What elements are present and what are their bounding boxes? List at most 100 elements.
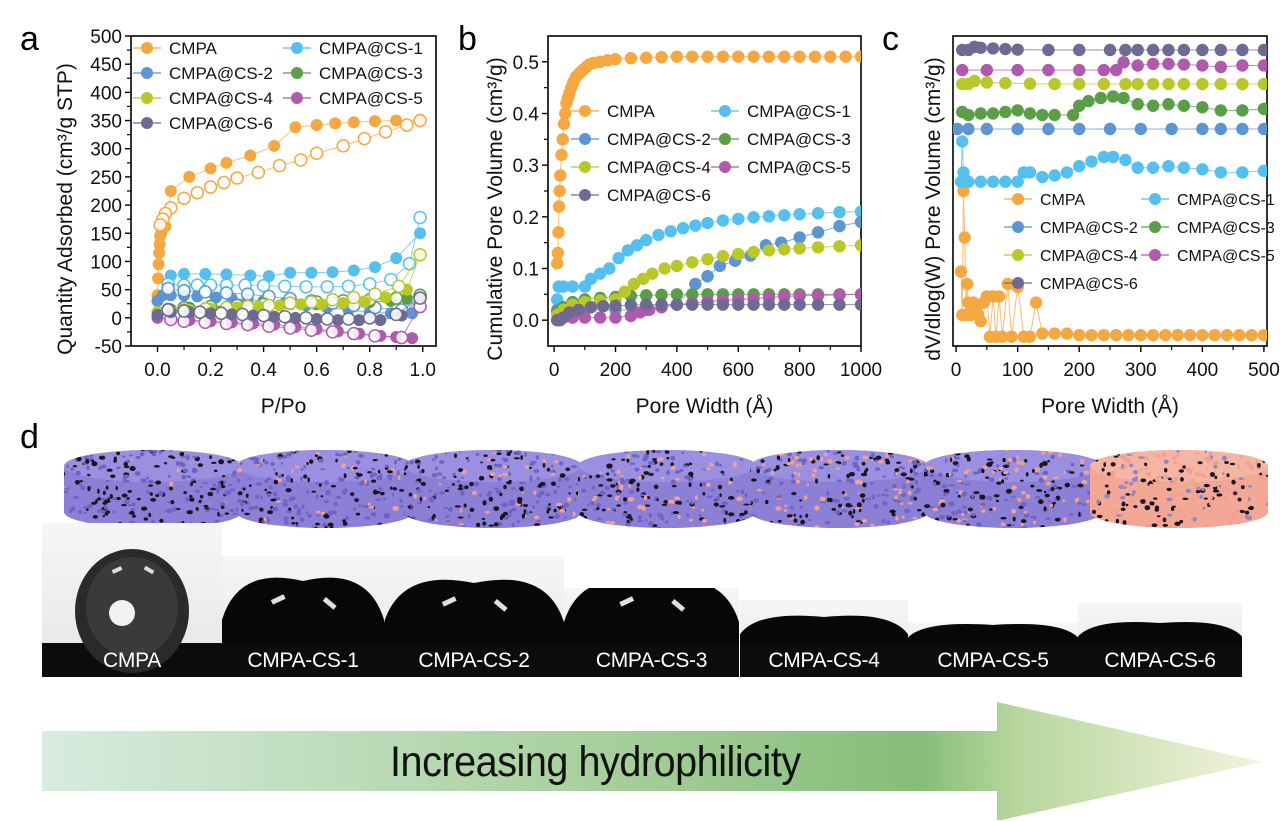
disk-body xyxy=(578,450,756,528)
data-point xyxy=(621,244,634,257)
data-point xyxy=(326,266,339,279)
data-point xyxy=(1257,43,1267,57)
data-point xyxy=(833,298,846,311)
droplet xyxy=(1078,621,1242,645)
data-point xyxy=(597,300,610,313)
data-point xyxy=(811,207,825,220)
droplet xyxy=(740,615,908,645)
data-point xyxy=(1131,43,1144,57)
data-point xyxy=(553,184,566,198)
chart-b: 0 200 400 600 800 1000 0.0 0.1 0.2 0.3 0.4 0.5 Pore … xyxy=(484,35,882,418)
data-point xyxy=(793,289,806,303)
data-point xyxy=(1165,122,1178,136)
series-line xyxy=(962,61,1264,71)
data-point xyxy=(331,314,344,327)
data-point xyxy=(958,231,971,244)
data-point xyxy=(557,117,571,131)
data-point xyxy=(161,281,175,296)
data-point xyxy=(1233,328,1246,342)
x-tick-label: 600 xyxy=(722,360,754,381)
data-point xyxy=(220,156,233,169)
x-tick-label: 300 xyxy=(1125,360,1157,381)
data-point xyxy=(1146,57,1160,71)
data-point xyxy=(630,239,644,252)
data-point xyxy=(716,50,730,63)
pore-disk-6 xyxy=(924,450,1102,528)
data-point xyxy=(839,50,852,63)
chart-a-isotherm: 0.0 0.2 0.4 0.6 0.8 1.0 -50 0 50 100 150 200 250 300 3… xyxy=(54,27,1280,418)
data-point xyxy=(1131,77,1144,91)
data-point xyxy=(996,330,1009,343)
series-cmpa-cs-6 xyxy=(551,298,861,327)
legend-item: CMPA@CS-4 xyxy=(1004,248,1138,265)
legend-label: CMPA@CS-5 xyxy=(1177,248,1275,265)
data-point xyxy=(225,308,238,321)
data-point xyxy=(341,279,356,294)
data-point xyxy=(793,298,806,311)
data-point xyxy=(379,291,392,304)
data-point xyxy=(999,42,1012,56)
data-point xyxy=(974,41,987,54)
data-point xyxy=(1023,77,1037,90)
data-point xyxy=(299,280,313,294)
y-tick-label: 0 xyxy=(111,309,122,330)
data-point xyxy=(854,288,861,301)
data-point xyxy=(639,233,653,247)
data-point xyxy=(164,185,177,197)
data-point xyxy=(552,226,565,239)
y-tick-label: 150 xyxy=(90,224,122,245)
data-point xyxy=(1097,63,1111,77)
data-point xyxy=(778,298,791,311)
data-point xyxy=(1005,330,1018,343)
data-point xyxy=(1011,175,1024,188)
data-point xyxy=(1257,102,1267,116)
data-point xyxy=(256,308,271,323)
contact-angle-frame-5: CMPA-CS-4 xyxy=(740,600,908,677)
data-point xyxy=(1036,327,1049,340)
data-point xyxy=(793,50,806,63)
data-point xyxy=(310,119,323,132)
y-tick-label: 250 xyxy=(90,168,122,189)
legend-item: CMPA@CS-2 xyxy=(571,130,711,149)
legend-item: CMPA@CS-5 xyxy=(1141,248,1275,265)
pore-disk-4 xyxy=(578,450,756,528)
x-tick-label: 0.4 xyxy=(250,360,277,381)
data-point xyxy=(325,325,340,339)
data-point xyxy=(1257,59,1267,72)
data-point xyxy=(304,323,319,337)
data-point xyxy=(624,298,638,312)
x-tick-label: 0.0 xyxy=(144,360,170,381)
data-point xyxy=(747,50,760,63)
pore-disk-5 xyxy=(750,450,928,528)
series-line xyxy=(557,293,861,321)
droplet-image xyxy=(222,556,384,677)
droplet xyxy=(908,624,1078,645)
data-point xyxy=(1131,161,1144,174)
x-tick-label: 800 xyxy=(784,360,816,381)
droplet xyxy=(384,579,564,645)
data-point xyxy=(204,162,217,175)
data-point xyxy=(273,299,286,312)
x-tick-label: 500 xyxy=(1248,360,1280,381)
legend-label: CMPA xyxy=(169,39,218,58)
data-point xyxy=(293,153,308,167)
data-point xyxy=(1196,122,1209,136)
legend-item: CMPA@CS-1 xyxy=(711,102,851,121)
y-tick-label: 450 xyxy=(90,55,122,76)
data-point xyxy=(747,211,760,224)
data-point xyxy=(268,310,281,323)
data-point xyxy=(336,139,350,153)
data-point xyxy=(406,332,419,345)
legend: CMPA CMPA@CS-1 CMPA@CS-2 CMPA@CS-3 CMPA@CS-4… xyxy=(1004,192,1275,293)
y-tick-label: 350 xyxy=(90,112,122,133)
data-point xyxy=(1214,77,1228,91)
data-point xyxy=(1117,56,1130,69)
data-point xyxy=(203,180,218,194)
legend-marker xyxy=(291,67,303,79)
series-cmpa-cs-1-desorption xyxy=(161,210,427,294)
data-point xyxy=(161,303,175,317)
data-point xyxy=(1159,328,1172,342)
data-point xyxy=(1245,328,1258,342)
data-point xyxy=(1042,122,1055,136)
hydrophilicity-arrow: Increasing hydrophilicity xyxy=(42,700,1262,820)
